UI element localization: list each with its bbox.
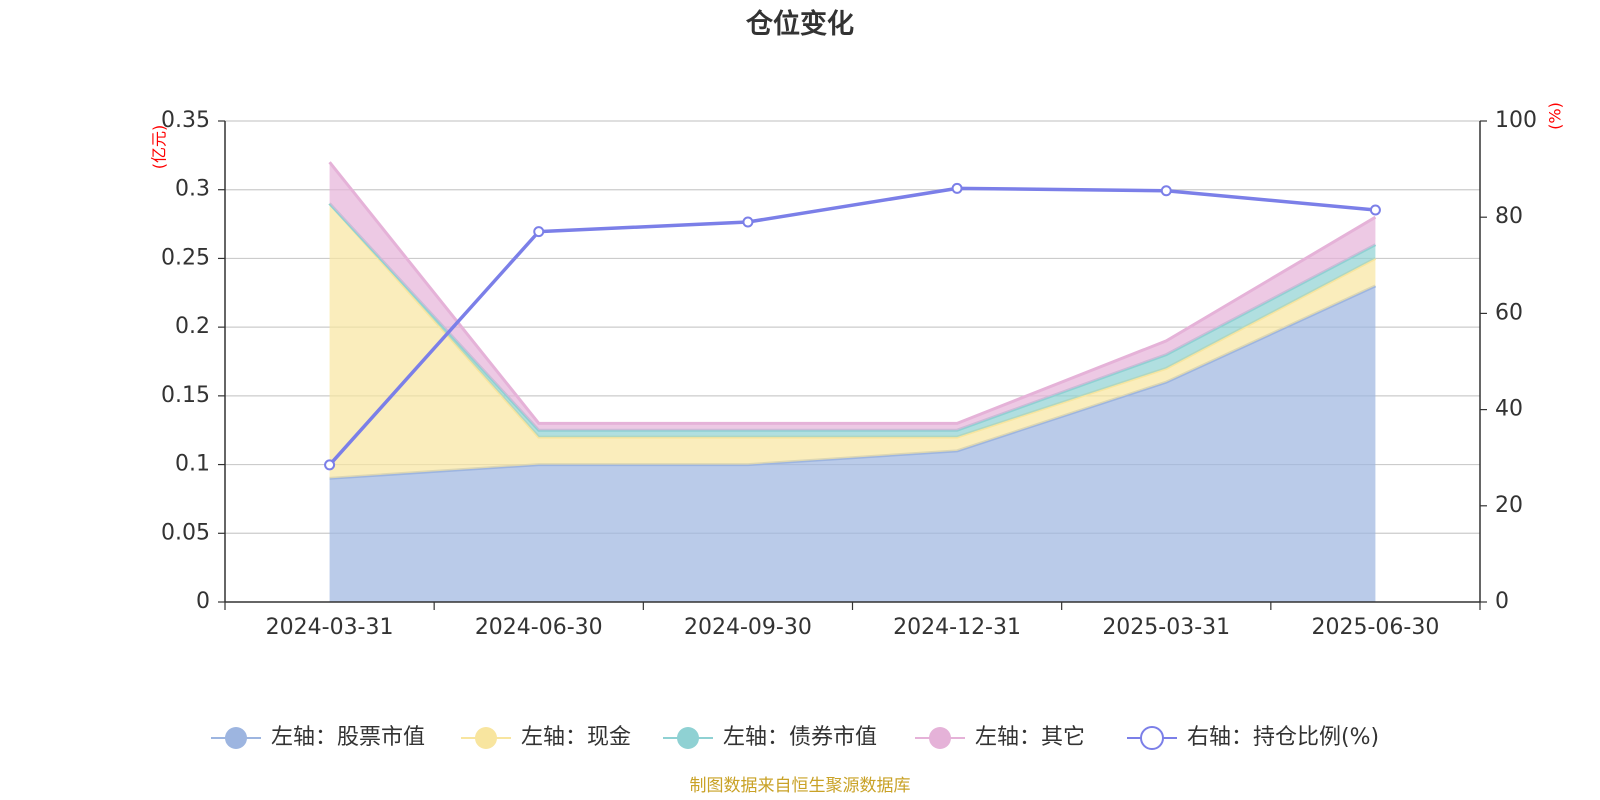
legend-item[interactable]: 右轴：持仓比例(%) <box>1127 725 1379 750</box>
legend-label: 左轴：现金 <box>521 725 631 750</box>
area-2 <box>329 203 1376 479</box>
right-tick-label: 80 <box>1495 204 1523 229</box>
left-axis-unit: (亿元) <box>150 125 169 170</box>
area-3 <box>329 203 1376 438</box>
left-tick-label: 0.35 <box>161 108 210 133</box>
x-tick-label: 2025-03-31 <box>1102 615 1230 640</box>
ratio-point <box>951 182 963 194</box>
legend: 左轴：股票市值 左轴：现金 左轴：债券市值 左轴：其它 右轴：持仓比例(%) <box>211 725 1379 750</box>
left-tick-label: 0.3 <box>175 177 210 202</box>
right-tick-label: 60 <box>1495 300 1523 325</box>
stacked-areas <box>328 161 1377 602</box>
ratio-point <box>742 216 754 228</box>
legend-item[interactable]: 左轴：其它 <box>915 725 1085 750</box>
x-tick-label: 2024-03-31 <box>266 615 394 640</box>
legend-item[interactable]: 左轴：债券市值 <box>663 725 877 750</box>
x-tick-label: 2024-09-30 <box>684 615 812 640</box>
legend-marker <box>1140 726 1164 750</box>
legend-marker <box>677 727 699 749</box>
axes: 0 0.05 0.1 0.15 0.2 0.25 0.3 0.35 0 20 40 60 80 100 20… <box>161 108 1537 640</box>
legend-item[interactable]: 左轴：股票市值 <box>211 725 425 750</box>
left-tick-label: 0.2 <box>175 314 210 339</box>
right-tick-label: 40 <box>1495 397 1523 422</box>
right-tick-label: 20 <box>1495 493 1523 518</box>
source-note: 制图数据来自恒生聚源数据库 <box>690 776 911 796</box>
legend-label: 左轴：股票市值 <box>271 725 425 750</box>
left-tick-label: 0.1 <box>175 452 210 477</box>
x-tick-label: 2025-06-30 <box>1311 615 1439 640</box>
legend-label: 左轴：债券市值 <box>723 725 877 750</box>
ratio-point <box>1369 204 1381 216</box>
position-ratio-line <box>324 182 1381 471</box>
x-tick-label: 2024-06-30 <box>475 615 603 640</box>
ratio-point <box>1160 185 1172 197</box>
right-axis-unit: (%) <box>1546 102 1565 130</box>
ratio-point <box>324 459 336 471</box>
legend-marker <box>225 727 247 749</box>
legend-label: 右轴：持仓比例(%) <box>1187 725 1379 750</box>
left-tick-label: 0.25 <box>161 245 210 270</box>
legend-marker <box>475 727 497 749</box>
legend-marker <box>929 727 951 749</box>
left-tick-label: 0.05 <box>161 520 210 545</box>
ratio-point <box>533 226 545 238</box>
area-1 <box>329 285 1376 602</box>
x-tick-label: 2024-12-31 <box>893 615 1021 640</box>
chart-title: 仓位变化 <box>745 8 854 40</box>
legend-item[interactable]: 左轴：现金 <box>461 725 631 750</box>
right-tick-label: 100 <box>1495 108 1537 133</box>
area-4-edge <box>328 161 1377 425</box>
left-tick-label: 0.15 <box>161 383 210 408</box>
ratio-line <box>328 186 1376 467</box>
right-tick-label: 0 <box>1495 589 1509 614</box>
left-tick-label: 0 <box>196 589 210 614</box>
legend-label: 左轴：其它 <box>975 725 1085 750</box>
area-4 <box>329 162 1376 431</box>
